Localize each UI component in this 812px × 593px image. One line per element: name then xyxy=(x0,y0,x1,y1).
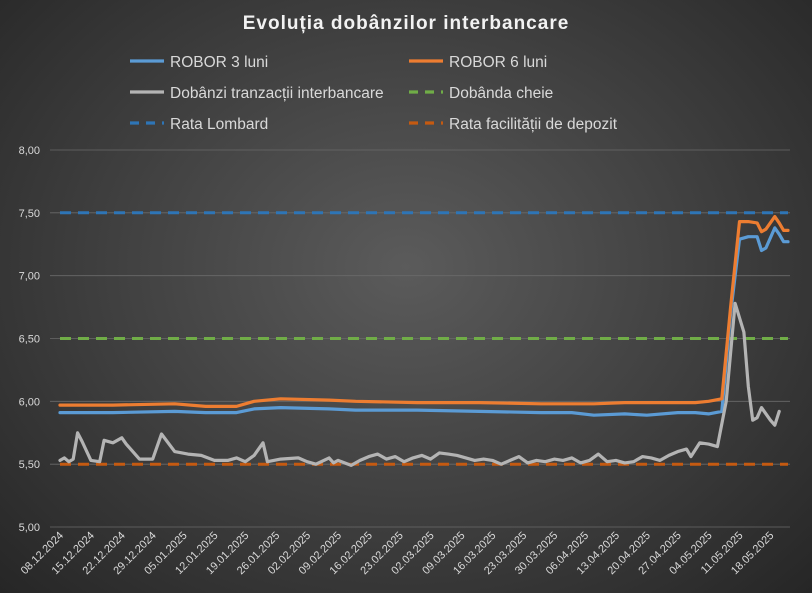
y-tick-label: 7,00 xyxy=(19,271,40,283)
legend-label: ROBOR 6 luni xyxy=(449,54,547,71)
series-line-robor-6-luni xyxy=(58,215,790,408)
legend-label: Rata Lombard xyxy=(170,116,268,133)
y-tick-label: 6,50 xyxy=(19,334,40,346)
y-tick-label: 8,00 xyxy=(19,145,40,157)
y-tick-label: 6,00 xyxy=(19,396,40,408)
legend: ROBOR 3 luni ROBOR 6 luni Dobânzi tranzacț… xyxy=(130,54,618,133)
y-tick-label: 5,00 xyxy=(19,522,40,534)
legend-label: ROBOR 3 luni xyxy=(170,54,268,71)
series-group xyxy=(58,211,790,467)
x-axis: 08.12.202415.12.202422.12.202429.12.2024… xyxy=(19,530,777,577)
legend-label: Rata facilității de depozit xyxy=(449,116,618,133)
series-line-robor-3-luni xyxy=(58,226,790,417)
y-tick-label: 7,50 xyxy=(19,208,40,220)
legend-label: Dobânda cheie xyxy=(449,85,553,102)
series-line-dob-nzi-tranzac-ii-interbancare xyxy=(58,301,781,467)
chart-title: Evoluția dobânzilor interbancare xyxy=(243,13,570,34)
y-tick-label: 5,50 xyxy=(19,459,40,471)
y-axis: 5,00 5,50 6,00 6,50 7,00 7,50 8,00 xyxy=(19,145,40,534)
legend-label: Dobânzi tranzacții interbancare xyxy=(170,85,384,102)
